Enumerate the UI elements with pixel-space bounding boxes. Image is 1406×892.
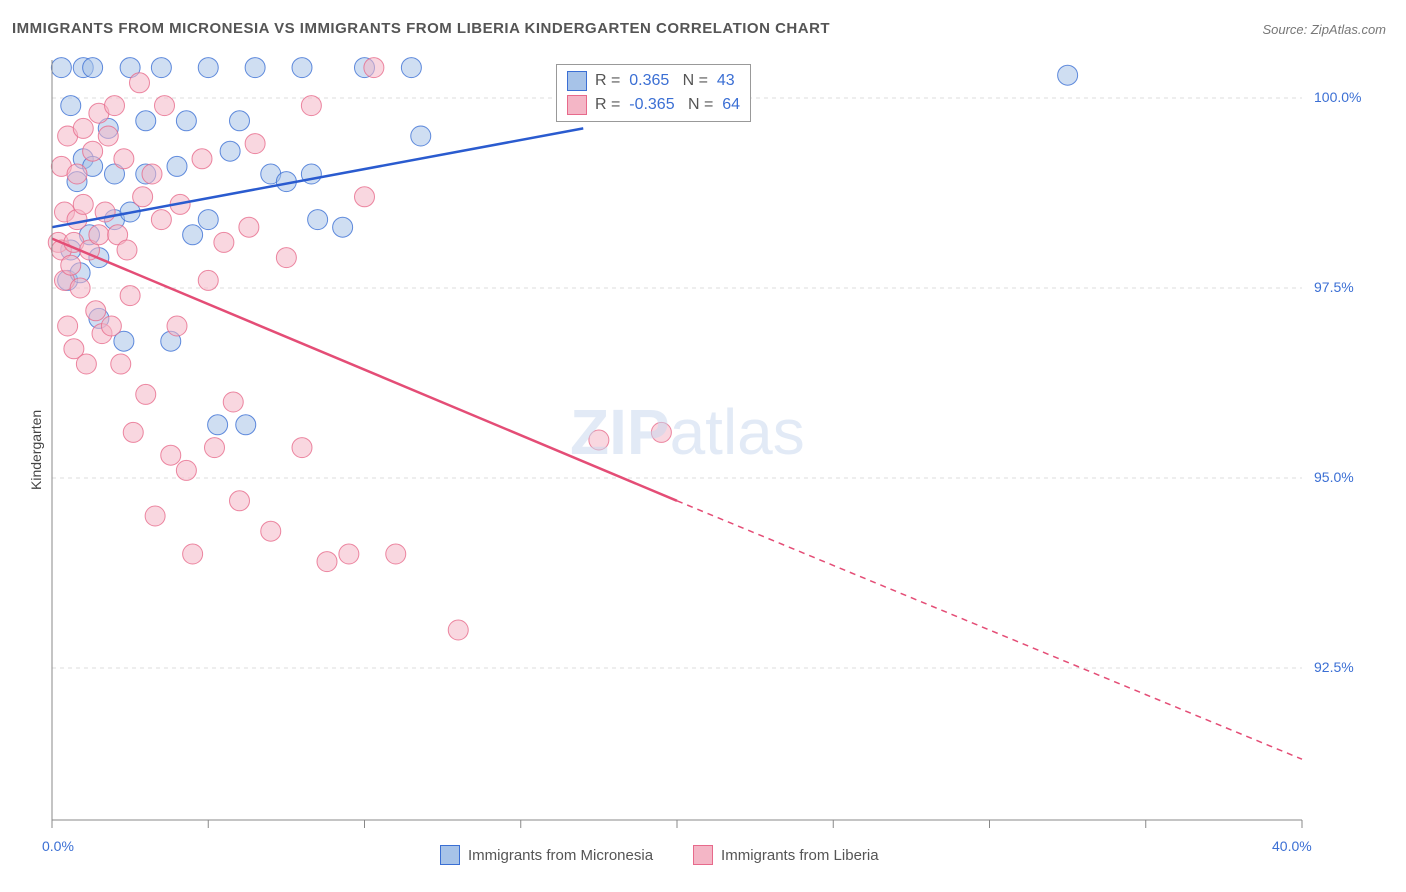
series-swatch [567,95,587,115]
data-point [292,438,312,458]
data-point [101,316,121,336]
y-tick-label: 100.0% [1314,89,1361,105]
data-point [317,552,337,572]
data-point [183,225,203,245]
legend-stats-row: R = 0.365 N = 43 [567,69,740,93]
data-point [292,58,312,78]
data-point [220,141,240,161]
data-point [205,438,225,458]
regression-line [52,239,677,501]
data-point [183,544,203,564]
data-point [73,118,93,138]
bottom-legend-item: Immigrants from Liberia [693,845,879,865]
data-point [198,270,218,290]
data-point [136,111,156,131]
y-tick-label: 92.5% [1314,659,1354,675]
data-point [133,187,153,207]
y-tick-label: 97.5% [1314,279,1354,295]
data-point [308,210,328,230]
bottom-legend-label: Immigrants from Micronesia [468,847,653,864]
data-point [208,415,228,435]
legend-stats-text: R = -0.365 N = 64 [595,96,740,114]
data-point [411,126,431,146]
series-swatch [440,845,460,865]
data-point [123,422,143,442]
data-point [192,149,212,169]
data-point [401,58,421,78]
y-tick-label: 95.0% [1314,469,1354,485]
data-point [198,58,218,78]
data-point [105,96,125,116]
data-point [230,111,250,131]
data-point [589,430,609,450]
data-point [76,354,96,374]
data-point [86,301,106,321]
series-swatch [567,71,587,91]
data-point [111,354,131,374]
data-point [67,164,87,184]
data-point [1058,65,1078,85]
data-point [136,384,156,404]
data-point [236,415,256,435]
x-tick-label: 40.0% [1272,838,1312,854]
data-point [89,225,109,245]
data-point [364,58,384,78]
bottom-legend-label: Immigrants from Liberia [721,847,879,864]
data-point [239,217,259,237]
data-point [145,506,165,526]
data-point [301,96,321,116]
data-point [214,232,234,252]
data-point [339,544,359,564]
regression-extrapolation [677,501,1302,759]
data-point [230,491,250,511]
data-point [58,316,78,336]
x-tick-label: 0.0% [42,838,74,854]
data-point [61,255,81,275]
bottom-legend-item: Immigrants from Micronesia [440,845,653,865]
data-point [130,73,150,93]
data-point [151,58,171,78]
data-point [276,248,296,268]
data-point [167,316,187,336]
data-point [355,187,375,207]
data-point [117,240,137,260]
data-point [120,286,140,306]
data-point [114,149,134,169]
data-point [245,134,265,154]
legend-stats-row: R = -0.365 N = 64 [567,93,740,117]
bottom-legend: Immigrants from Micronesia Immigrants fro… [440,845,879,865]
data-point [161,445,181,465]
legend-stats-box: R = 0.365 N = 43 R = -0.365 N = 64 [556,64,751,122]
data-point [61,96,81,116]
data-point [176,111,196,131]
data-point [73,194,93,214]
data-point [333,217,353,237]
legend-stats-text: R = 0.365 N = 43 [595,72,735,90]
data-point [223,392,243,412]
data-point [198,210,218,230]
data-point [98,126,118,146]
data-point [70,278,90,298]
data-point [151,210,171,230]
data-point [83,58,103,78]
data-point [167,156,187,176]
data-point [386,544,406,564]
data-point [651,422,671,442]
series-swatch [693,845,713,865]
data-point [142,164,162,184]
data-point [245,58,265,78]
data-point [176,460,196,480]
data-point [155,96,175,116]
data-point [83,141,103,161]
chart-plot [0,0,1406,892]
data-point [261,521,281,541]
data-point [448,620,468,640]
data-point [51,58,71,78]
